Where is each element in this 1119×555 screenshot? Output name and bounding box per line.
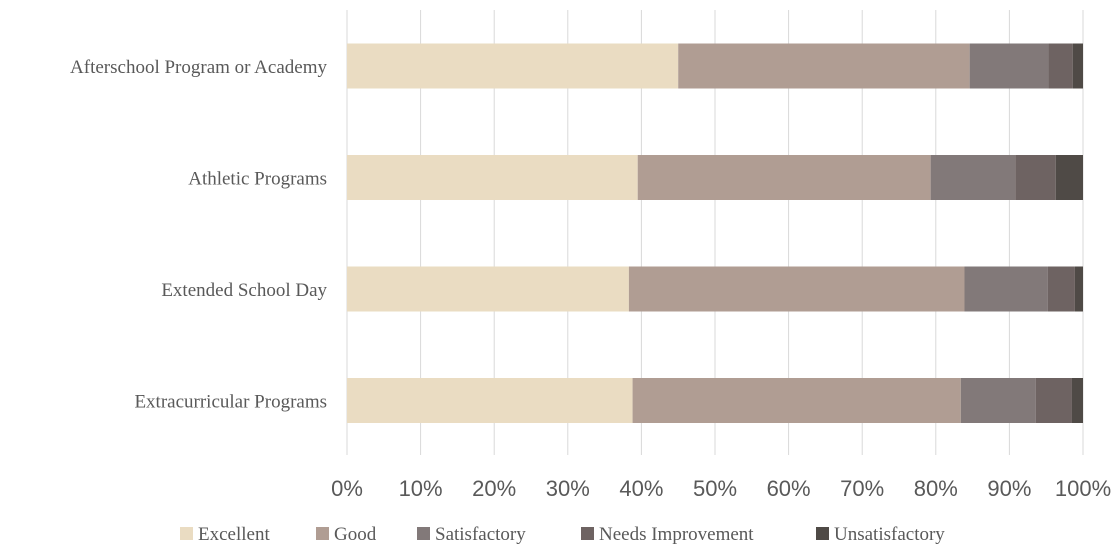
legend-swatch	[417, 527, 430, 540]
bar-segment	[678, 43, 970, 89]
x-tick-label: 50%	[693, 476, 737, 501]
x-axis-tick-labels: 0% 10% 20% 30% 40% 50% 60% 70% 80% 90% 100%	[331, 476, 1111, 501]
bar-segment	[1074, 266, 1083, 312]
bar-segment	[960, 378, 1036, 423]
x-tick-label: 20%	[472, 476, 516, 501]
bar-segment	[930, 155, 1016, 200]
bar-segment	[1015, 155, 1056, 200]
bar-segment	[347, 43, 679, 89]
legend-swatch	[180, 527, 193, 540]
category-label: Athletic Programs	[188, 169, 327, 190]
legend-label: Good	[334, 524, 377, 545]
bar-segment	[637, 155, 931, 200]
bar-segment	[628, 266, 965, 312]
x-tick-label: 40%	[619, 476, 663, 501]
x-tick-label: 80%	[914, 476, 958, 501]
bar-segment	[1072, 43, 1083, 89]
bars	[347, 43, 1083, 423]
bar-segment	[1055, 155, 1083, 200]
legend-label: Satisfactory	[435, 524, 526, 545]
x-tick-label: 100%	[1055, 476, 1111, 501]
bar-segment	[1047, 266, 1075, 312]
category-label: Afterschool Program or Academy	[70, 57, 327, 78]
legend-label: Needs Improvement	[599, 524, 754, 545]
x-tick-label: 10%	[399, 476, 443, 501]
legend: Excellent Good Satisfactory Needs Improveme…	[180, 524, 945, 545]
category-label: Extended School Day	[161, 280, 327, 301]
bar-segment	[964, 266, 1048, 312]
bar-segment	[347, 378, 633, 423]
legend-swatch	[316, 527, 329, 540]
bar-segment	[1035, 378, 1072, 423]
bar-segment	[347, 266, 629, 312]
bar-segment	[347, 155, 638, 200]
category-label: Extracurricular Programs	[134, 392, 327, 413]
bar-segment	[1048, 43, 1073, 89]
bar-segment	[1071, 378, 1083, 423]
legend-swatch	[816, 527, 829, 540]
x-tick-label: 60%	[767, 476, 811, 501]
legend-label: Excellent	[198, 524, 270, 545]
legend-label: Unsatisfactory	[834, 524, 945, 545]
bar-segment	[632, 378, 961, 423]
x-tick-label: 30%	[546, 476, 590, 501]
category-labels: Afterschool Program or Academy Athletic P…	[70, 57, 327, 413]
legend-swatch	[581, 527, 594, 540]
x-tick-label: 90%	[987, 476, 1031, 501]
x-tick-label: 0%	[331, 476, 363, 501]
x-tick-label: 70%	[840, 476, 884, 501]
bar-segment	[969, 43, 1049, 89]
